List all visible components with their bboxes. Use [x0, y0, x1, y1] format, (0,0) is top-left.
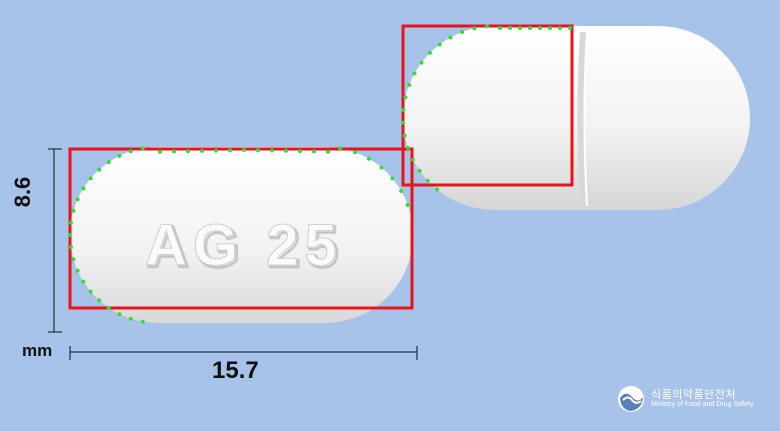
outline-point	[448, 35, 453, 40]
outline-point	[528, 26, 532, 30]
height-dimension-line	[48, 148, 62, 333]
outline-point	[411, 157, 415, 162]
outline-point	[312, 149, 316, 154]
outline-point	[472, 26, 477, 31]
outline-point	[88, 176, 93, 181]
unit-label: mm	[22, 341, 53, 360]
outline-point	[106, 306, 111, 310]
outline-point	[106, 160, 111, 164]
outline-point	[117, 312, 122, 317]
outline-point	[200, 148, 204, 153]
width-value: 15.7	[212, 357, 259, 384]
outline-point	[117, 153, 122, 158]
outline-point	[367, 156, 371, 161]
outline-point	[558, 26, 562, 30]
outline-point	[172, 149, 176, 154]
pill-front-body	[70, 147, 413, 323]
outline-point	[71, 208, 76, 213]
outline-point	[68, 245, 73, 250]
mfds-emblem-icon	[618, 386, 644, 412]
mfds-english-name: Ministry of Food and Drug Safety	[651, 401, 754, 408]
mfds-korean-name: 식품의약품안전처	[651, 389, 736, 401]
pill-back-body	[403, 26, 750, 210]
outline-point	[75, 197, 80, 202]
outline-point	[128, 149, 133, 154]
outline-point	[427, 50, 432, 55]
outline-point	[403, 95, 408, 100]
outline-point	[399, 189, 404, 193]
pill-imprint: AG 25	[146, 214, 345, 282]
outline-point	[508, 26, 512, 30]
outline-point	[97, 167, 102, 172]
outline-point	[71, 257, 76, 262]
outline-point	[140, 146, 145, 151]
outline-point	[81, 186, 86, 191]
outline-point	[97, 298, 102, 303]
outline-point	[81, 279, 86, 284]
outline-point	[425, 178, 430, 183]
outline-point	[401, 120, 406, 125]
outline-point	[242, 148, 246, 152]
outline-point	[214, 148, 218, 153]
front-measure-box	[68, 147, 414, 310]
outline-point	[68, 233, 72, 237]
pill-back	[403, 26, 750, 210]
pill-imprint-text: AG 25	[145, 213, 343, 278]
outline-point	[326, 149, 330, 154]
outline-point	[140, 319, 145, 324]
outline-point	[407, 83, 412, 87]
outline-point	[405, 202, 410, 207]
outline-point	[498, 26, 502, 30]
outline-point	[538, 26, 542, 30]
mfds-watermark: 식품의약품안전처 Ministry of Food and Drug Safet…	[617, 384, 775, 416]
outline-point	[88, 289, 93, 294]
outline-point	[284, 148, 288, 153]
outline-point	[353, 150, 358, 155]
outline-point	[68, 220, 73, 225]
outline-point	[186, 149, 190, 154]
outline-point	[75, 268, 80, 273]
outline-point	[390, 176, 395, 181]
outline-point	[401, 108, 406, 112]
outline-point	[568, 26, 572, 30]
height-value: 8.6	[10, 176, 35, 208]
outline-point	[128, 316, 133, 321]
outline-point	[270, 148, 274, 153]
outline-point	[338, 146, 343, 151]
outline-point	[485, 24, 489, 29]
outline-point	[158, 149, 162, 154]
outline-point	[417, 168, 422, 173]
outline-point	[548, 26, 552, 30]
width-dimension-line	[69, 346, 418, 360]
outline-point	[256, 148, 260, 153]
outline-point	[412, 71, 417, 76]
pill-front: AG 25 AG 25	[70, 147, 413, 323]
outline-point	[406, 146, 410, 150]
svg-text:AG 25: AG 25	[147, 215, 345, 280]
outline-points	[68, 24, 572, 324]
outline-point	[435, 187, 440, 192]
outline-point	[298, 149, 302, 154]
outline-point	[460, 30, 464, 35]
outline-point	[402, 133, 407, 138]
outline-point	[518, 26, 522, 30]
outline-point	[419, 60, 424, 65]
outline-point	[437, 42, 442, 47]
outline-point	[228, 148, 232, 153]
pill-score-line	[577, 31, 586, 207]
outline-point	[379, 165, 384, 170]
